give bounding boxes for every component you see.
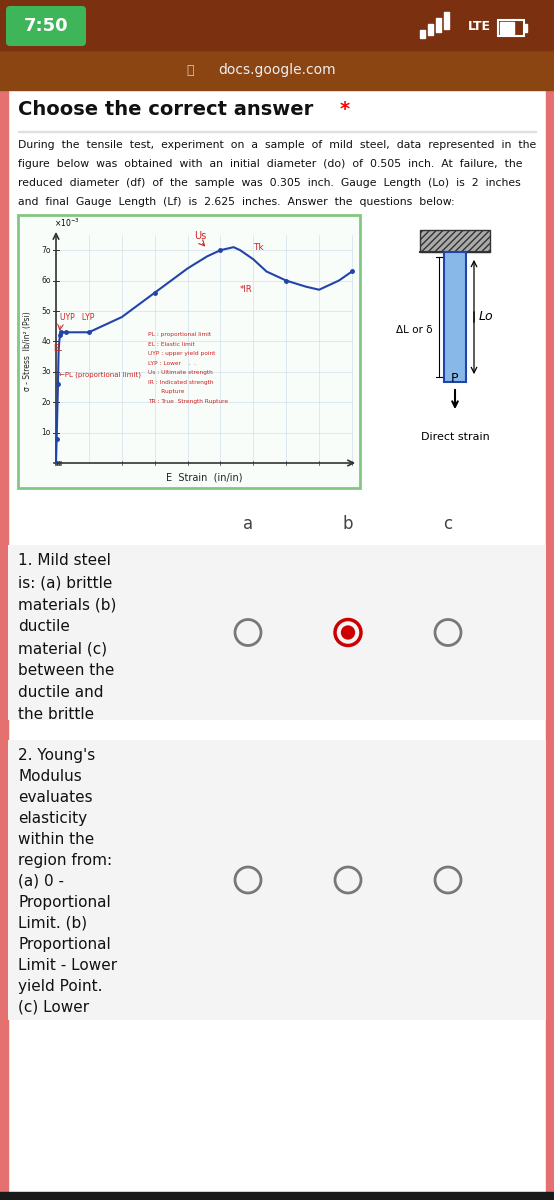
Text: region from:: region from: (18, 853, 112, 868)
Bar (546, 90, 554, 1192)
Text: TR : True  Strength Rupture: TR : True Strength Rupture (148, 398, 228, 403)
Text: Tk: Tk (253, 242, 264, 252)
Bar (444, 12, 449, 29)
Text: *IR: *IR (240, 286, 253, 294)
Text: Limit - Lower: Limit - Lower (18, 958, 117, 973)
Circle shape (341, 625, 355, 640)
Bar (8, 545, 546, 720)
Bar (500, 22, 514, 34)
Text: $\times10^{-3}$: $\times10^{-3}$ (54, 217, 80, 229)
Text: ductile: ductile (18, 619, 70, 634)
Text: 1. Mild steel: 1. Mild steel (18, 553, 111, 568)
Text: materials (b): materials (b) (18, 596, 116, 612)
Bar (8, 740, 546, 1020)
Text: material (c): material (c) (18, 641, 107, 656)
Text: ΔL or δ: ΔL or δ (396, 325, 433, 335)
Text: 1o: 1o (42, 428, 51, 437)
Text: P: P (452, 372, 459, 385)
Text: is: (a) brittle: is: (a) brittle (18, 575, 112, 590)
Text: UYP   LYP: UYP LYP (60, 313, 95, 322)
Text: b: b (343, 515, 353, 533)
Text: EL : Elastic limit: EL : Elastic limit (148, 342, 195, 347)
Bar (0, 1192, 554, 1200)
Text: LYP : Lower    .  .: LYP : Lower . . (148, 361, 196, 366)
Text: EL: EL (54, 344, 63, 354)
Text: *: * (340, 100, 350, 119)
Text: PL : proportional limit: PL : proportional limit (148, 332, 211, 337)
Text: Us : Ultimate strength: Us : Ultimate strength (148, 371, 213, 376)
Text: (a) 0 -: (a) 0 - (18, 874, 64, 889)
Bar (444, 252, 466, 382)
Text: 🔒: 🔒 (186, 64, 194, 77)
Text: Proportional: Proportional (18, 937, 111, 952)
Text: Lo: Lo (479, 311, 494, 324)
Text: IR : Indicated strength: IR : Indicated strength (148, 379, 214, 385)
Text: 2o: 2o (42, 397, 51, 407)
Text: UYP : upper yield point: UYP : upper yield point (148, 352, 216, 356)
Text: reduced  diameter  (df)  of  the  sample  was  0.305  inch.  Gauge  Length  (Lo): reduced diameter (df) of the sample was … (18, 178, 521, 188)
Bar (428, 24, 433, 35)
Text: 3o: 3o (42, 367, 51, 377)
Text: Choose the correct answer: Choose the correct answer (18, 100, 313, 119)
Text: between the: between the (18, 662, 114, 678)
Bar (420, 30, 425, 38)
Bar (18, 131, 536, 132)
Text: figure  below  was  obtained  with  an  initial  diameter  (do)  of  0.505  inch: figure below was obtained with an initia… (18, 158, 522, 169)
Bar (0, 90, 8, 1192)
Text: Rupture: Rupture (148, 389, 184, 395)
Text: and  final  Gauge  Length  (Lf)  is  2.625  inches.  Answer  the  questions  bel: and final Gauge Length (Lf) is 2.625 inc… (18, 197, 455, 206)
Text: 6o: 6o (42, 276, 51, 286)
Text: LTE: LTE (468, 19, 491, 32)
Bar (18, 215, 360, 488)
Text: a: a (243, 515, 253, 533)
Text: E  Strain  (in/in): E Strain (in/in) (166, 473, 242, 482)
Bar (498, 20, 524, 36)
Text: ductile and: ductile and (18, 685, 104, 700)
Bar (436, 18, 441, 32)
Text: docs.google.com: docs.google.com (218, 62, 336, 77)
Bar (524, 24, 527, 32)
Text: 4o: 4o (42, 337, 51, 346)
Bar (0, 50, 554, 90)
Text: Modulus: Modulus (18, 769, 82, 784)
Text: Us: Us (194, 232, 207, 241)
Text: σ - Stress  lb/in² (Psi): σ - Stress lb/in² (Psi) (23, 312, 33, 391)
Text: yield Point.: yield Point. (18, 979, 102, 994)
Text: elasticity: elasticity (18, 811, 87, 826)
Text: (c) Lower: (c) Lower (18, 1000, 89, 1015)
Text: 7:50: 7:50 (24, 17, 68, 35)
Text: During  the  tensile  test,  experiment  on  a  sample  of  mild  steel,  data  : During the tensile test, experiment on a… (18, 140, 536, 150)
Bar (0, 0, 554, 50)
FancyBboxPatch shape (6, 6, 86, 46)
Text: 7o: 7o (42, 246, 51, 254)
Bar (420, 230, 490, 252)
Text: Proportional: Proportional (18, 895, 111, 910)
Text: Limit. (b): Limit. (b) (18, 916, 87, 931)
Text: c: c (443, 515, 453, 533)
Text: evaluates: evaluates (18, 790, 93, 805)
Text: 5o: 5o (42, 306, 51, 316)
Text: Direct strain: Direct strain (420, 432, 489, 442)
Text: 2. Young's: 2. Young's (18, 748, 95, 763)
Text: the brittle: the brittle (18, 707, 94, 722)
Text: within the: within the (18, 832, 94, 847)
Text: ←PL (proportional limit): ←PL (proportional limit) (59, 372, 141, 378)
